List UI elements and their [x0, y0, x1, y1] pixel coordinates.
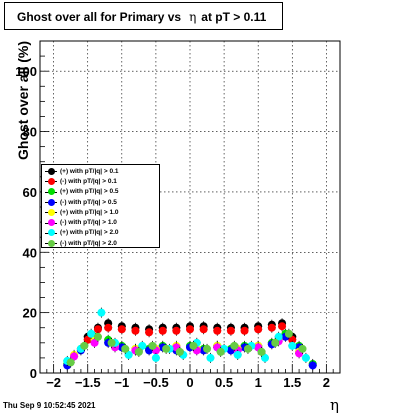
legend-marker-2 [42, 188, 60, 196]
data-point-s7 [189, 341, 198, 350]
data-point-s7 [134, 347, 143, 356]
legend-label-1: (-) with pT/|q| > 0.1 [60, 177, 117, 185]
legend-entry-6: (+) with pT/|q| > 2.0 [42, 228, 159, 238]
data-point-s6 [151, 353, 160, 362]
legend-entry-3: (-) with pT/|q| > 0.5 [42, 197, 159, 207]
data-point-s6 [301, 353, 310, 362]
data-point-s7 [148, 341, 157, 350]
x-tick-label-8: 2 [323, 375, 330, 390]
legend-label-3: (-) with pT/|q| > 0.5 [60, 198, 117, 206]
legend-marker-5 [42, 219, 60, 227]
data-point-s5 [70, 352, 79, 361]
legend-marker-7 [42, 239, 60, 247]
title-eta-symbol: η [189, 10, 197, 24]
x-tick-label-2: −1 [114, 375, 129, 390]
timestamp: Thu Sep 9 10:52:45 2021 [3, 401, 96, 410]
legend-label-7: (-) with pT/|q| > 2.0 [60, 239, 117, 247]
legend-entry-5: (-) with pT/|q| > 1.0 [42, 217, 159, 227]
data-point-s7 [121, 344, 130, 353]
x-tick-label-0: −2 [46, 375, 61, 390]
legend: (+) with pT/|q| > 0.1 (-) with pT/|q| > 0… [41, 164, 160, 248]
legend-entry-0: (+) with pT/|q| > 0.1 [42, 166, 159, 176]
data-point-s1 [117, 325, 126, 334]
x-tick-label-4: 0 [186, 375, 193, 390]
data-point-s1 [240, 326, 249, 335]
data-point-s1 [226, 326, 235, 335]
data-point-s1 [104, 323, 113, 332]
legend-marker-4 [42, 208, 60, 216]
data-point-s1 [254, 325, 263, 334]
legend-marker-1 [42, 177, 60, 185]
legend-marker-3 [42, 198, 60, 206]
legend-entry-4: (+) with pT/|q| > 1.0 [42, 207, 159, 217]
data-point-s6 [233, 350, 242, 359]
x-tick-label-5: 0.5 [215, 375, 233, 390]
legend-entry-7: (-) with pT/|q| > 2.0 [42, 238, 159, 248]
y-tick-label-5: 100 [15, 64, 37, 79]
data-point-s1 [172, 326, 181, 335]
data-point-s1 [278, 322, 287, 331]
data-point-s6 [206, 353, 215, 362]
data-point-s1 [158, 326, 167, 335]
y-tick-label-4: 80 [23, 125, 37, 140]
data-point-s3 [308, 361, 317, 370]
data-point-s6 [124, 350, 133, 359]
legend-label-0: (+) with pT/|q| > 0.1 [60, 167, 119, 175]
data-point-s7 [298, 344, 307, 353]
x-tick-label-6: 1 [255, 375, 262, 390]
legend-label-5: (-) with pT/|q| > 1.0 [60, 219, 117, 227]
data-point-s7 [284, 329, 293, 338]
data-point-s7 [80, 341, 89, 350]
chart-title: Ghost over all for Primary vs η at pT > 0.… [4, 2, 283, 30]
title-suffix: at pT > 0.11 [201, 10, 267, 24]
data-point-s7 [93, 332, 102, 341]
data-point-s1 [83, 335, 92, 344]
y-axis-label: Ghost over all (%) [15, 40, 31, 160]
x-axis-label: η [330, 396, 339, 414]
data-point-s7 [203, 344, 212, 353]
plot-frame [39, 40, 341, 374]
data-point-s7 [257, 347, 266, 356]
x-tick-label-1: −1.5 [75, 375, 101, 390]
legend-marker-6 [42, 229, 60, 237]
data-point-s6 [138, 341, 147, 350]
legend-label-6: (+) with pT/|q| > 2.0 [60, 229, 119, 237]
data-point-s1 [186, 325, 194, 334]
y-tick-label-3: 60 [23, 185, 37, 200]
data-point-s1 [199, 325, 208, 334]
legend-entry-2: (+) with pT/|q| > 0.5 [42, 187, 159, 197]
data-point-s1 [267, 323, 276, 332]
x-tick-label-7: 1.5 [283, 375, 301, 390]
y-tick-label-1: 20 [23, 306, 37, 321]
data-point-s6 [261, 353, 269, 362]
data-point-s1 [213, 326, 222, 335]
data-point-s7 [107, 338, 116, 347]
data-point-s7 [216, 347, 225, 356]
legend-marker-0 [42, 167, 60, 175]
data-point-s7 [66, 358, 75, 367]
y-tick-label-0: 0 [30, 366, 37, 381]
data-point-s1 [93, 325, 102, 334]
data-point-s7 [230, 341, 239, 350]
y-tick-label-2: 40 [23, 245, 37, 260]
data-point-s1 [145, 328, 154, 337]
data-point-s1 [131, 326, 140, 335]
data-point-s6 [87, 329, 96, 338]
data-point-s7 [271, 338, 280, 347]
data-point-s6 [274, 332, 283, 341]
legend-label-2: (+) with pT/|q| > 0.5 [60, 188, 119, 196]
legend-entry-1: (-) with pT/|q| > 0.1 [42, 176, 159, 186]
x-tick-label-3: −0.5 [143, 375, 169, 390]
data-point-s7 [175, 347, 184, 356]
data-point-s1 [288, 335, 297, 344]
data-point-s5 [90, 338, 99, 347]
data-point-s7 [243, 344, 252, 353]
data-point-s6 [288, 341, 297, 350]
data-point-s6 [97, 308, 106, 317]
title-prefix: Ghost over all for Primary vs [17, 10, 182, 24]
data-point-s7 [162, 344, 171, 353]
legend-label-4: (+) with pT/|q| > 1.0 [60, 208, 119, 216]
